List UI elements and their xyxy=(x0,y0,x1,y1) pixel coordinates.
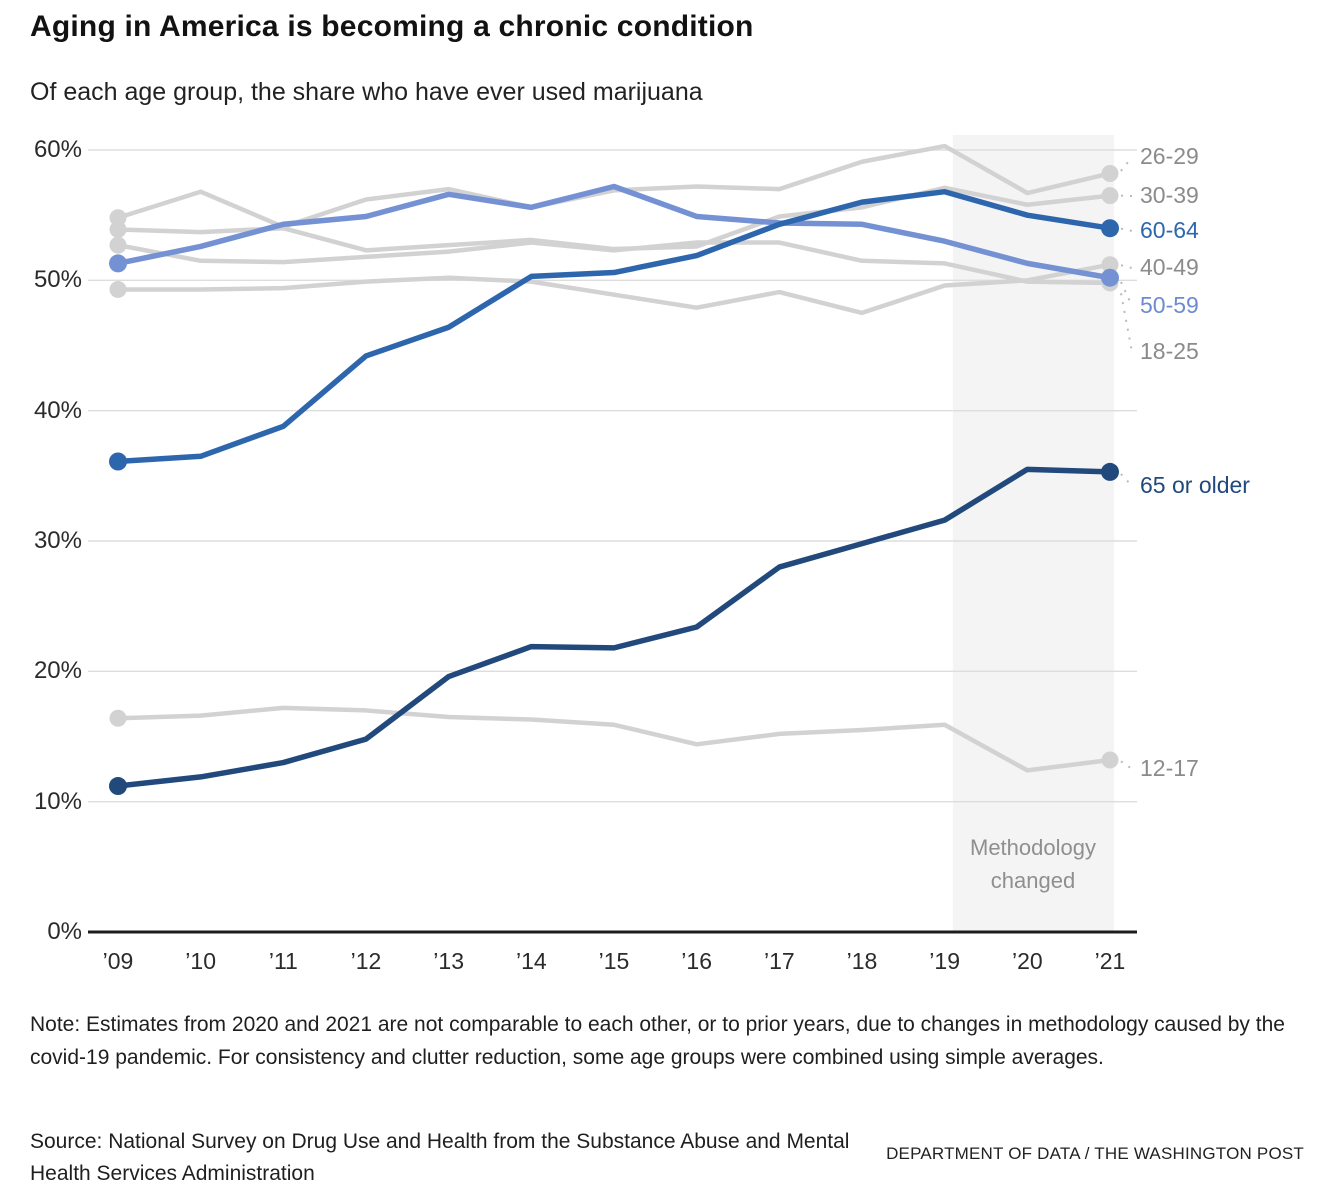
x-tick-label-2021: ’21 xyxy=(1094,948,1126,974)
series-endpoint-dot-65 or older xyxy=(1101,462,1120,481)
series-endpoint-dot-12-17 xyxy=(1101,751,1119,769)
label-leader-18-25 xyxy=(1120,293,1133,353)
x-tick-label-2015: ’15 xyxy=(598,948,630,974)
x-tick-label-2019: ’19 xyxy=(929,948,960,974)
series-endpoint-dot-30-39 xyxy=(109,221,127,239)
series-label-12-17: 12-17 xyxy=(1140,755,1199,781)
series-endpoint-dot-50-59 xyxy=(1101,268,1120,287)
y-tick-label-60: 60% xyxy=(33,136,82,163)
label-leader-40-49 xyxy=(1120,264,1133,269)
x-tick-label-2011: ’11 xyxy=(268,948,298,974)
series-endpoint-dot-26-29 xyxy=(1101,164,1119,182)
series-line-50-59 xyxy=(115,183,1113,281)
series-line-40-49 xyxy=(115,262,1113,316)
x-tick-label-2017: ’17 xyxy=(763,948,795,974)
y-tick-label-40: 40% xyxy=(33,396,82,424)
series-endpoint-dot-26-29 xyxy=(109,209,127,227)
methodology-band xyxy=(952,135,1115,932)
series-label-50-59: 50-59 xyxy=(1140,292,1199,318)
chart-subtitle: Of each age group, the share who have ev… xyxy=(30,78,703,106)
series-line-65 or older xyxy=(115,466,1113,789)
x-tick-label-2013: ’13 xyxy=(433,948,464,974)
series-line-18-25 xyxy=(115,240,1113,286)
series-label-65 or older: 65 or older xyxy=(1140,472,1250,498)
y-tick-label-50: 50% xyxy=(33,266,82,294)
y-tick-label-0: 0% xyxy=(47,918,82,945)
series-label-18-25: 18-25 xyxy=(1140,338,1199,364)
methodology-band-label-line2: changed xyxy=(990,868,1076,893)
source-line: Source: National Survey on Drug Use and … xyxy=(30,1130,850,1185)
label-leader-26-29 xyxy=(1120,156,1133,172)
series-endpoint-dot-30-39 xyxy=(1101,187,1119,205)
chart-title: Aging in America is becoming a chronic c… xyxy=(30,10,754,43)
line-chart-canvas xyxy=(88,135,1137,934)
series-endpoint-dot-60-64 xyxy=(109,452,127,471)
series-endpoint-dot-40-49 xyxy=(109,280,127,298)
label-leader-60-64 xyxy=(1120,227,1133,232)
series-label-60-64: 60-64 xyxy=(1140,217,1199,243)
series-line-12-17 xyxy=(115,705,1113,773)
series-label-40-49: 40-49 xyxy=(1140,254,1199,280)
y-tick-label-10: 10% xyxy=(33,787,82,815)
x-tick-label-2009: ’09 xyxy=(102,948,134,974)
series-endpoint-dot-60-64 xyxy=(1101,219,1120,238)
y-tick-label-30: 30% xyxy=(33,527,82,554)
label-leader-12-17 xyxy=(1120,760,1133,770)
series-line-60-64 xyxy=(115,188,1113,465)
publisher-credit: DEPARTMENT OF DATA / THE WASHINGTON POST xyxy=(886,1144,1304,1163)
series-endpoint-dot-12-17 xyxy=(109,709,127,727)
series-endpoint-dot-50-59 xyxy=(109,254,127,273)
x-tick-label-2012: ’12 xyxy=(350,948,382,974)
x-tick-label-2014: ’14 xyxy=(515,948,547,974)
series-endpoint-dot-40-49 xyxy=(1101,256,1119,274)
y-tick-label-20: 20% xyxy=(33,657,82,685)
series-label-26-29: 26-29 xyxy=(1140,143,1199,169)
series-endpoint-dot-65 or older xyxy=(109,777,127,796)
x-tick-label-2018: ’18 xyxy=(846,948,878,974)
series-label-30-39: 30-39 xyxy=(1140,182,1199,208)
x-tick-label-2010: ’10 xyxy=(185,948,216,974)
x-tick-label-2016: ’16 xyxy=(681,948,712,974)
methodology-band-label-line1: Methodology xyxy=(970,835,1096,860)
series-endpoint-dot-18-25 xyxy=(109,236,127,254)
footnote: Note: Estimates from 2020 and 2021 are n… xyxy=(30,1013,1285,1069)
x-tick-label-2020: ’20 xyxy=(1011,948,1043,974)
label-leader-65 or older xyxy=(1120,473,1133,487)
methodology-band-label: Methodology changed xyxy=(928,831,1138,897)
